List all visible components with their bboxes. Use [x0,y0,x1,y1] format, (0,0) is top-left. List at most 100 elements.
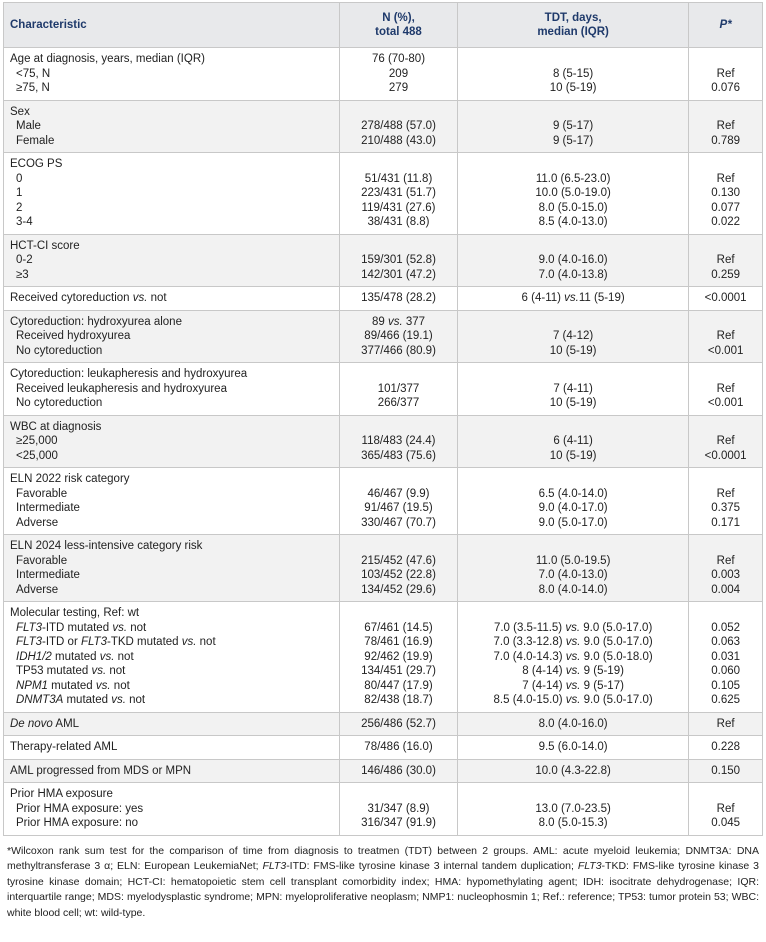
table-cell: Molecular testing, Ref: wt [2,601,341,621]
table-cell: 7.0 (3.3-12.8) vs. 9.0 (5.0-17.0) [456,635,690,650]
table-cell: 51/431 (11.8) [339,171,458,186]
table-cell: 330/467 (70.7) [339,515,458,535]
table-cell: <25,000 [2,448,341,468]
table-cell: 8 (5-15) [456,66,690,81]
table-cell: 9.5 (6.0-14.0) [456,735,690,759]
italic-text: FLT3 [80,636,107,648]
table-cell: 9.0 (4.0-16.0) [456,253,690,268]
text-part: not [196,636,216,648]
table-cell: Received cytoreduction vs. not [2,286,341,310]
table-cell: 8.0 (5.0-15.3) [456,816,690,835]
table-row: Adverse 134/452 (29.6) 8.0 (4.0-14.0) 0.004 [2,582,763,602]
table-header: Characteristic N (%), total 488 TDT, days,… [2,2,763,48]
table-cell: 101/377 [339,381,458,396]
table-cell: 67/461 (14.5) [339,620,458,635]
table-cell: Sex [2,100,341,119]
table-cell: 0.022 [688,215,763,234]
table-cell: 92/462 (19.9) [339,649,458,664]
table-cell [456,100,690,119]
italic-text: vs. [565,679,581,692]
table-cell: <0.0001 [688,448,763,468]
table-cell: 0.375 [688,501,763,516]
text-part: 6 (4-11) [521,292,565,304]
table-row: ECOG PS [2,152,763,172]
table-row: Molecular testing, Ref: wt [2,601,763,621]
table-cell: 0.171 [688,515,763,535]
table-cell: Ref [688,381,763,396]
table-cell: Favorable [2,553,341,568]
table-cell: De novo AML [2,712,341,736]
table-cell: Received leukapheresis and hydroxyurea [2,381,341,396]
table-cell: 210/488 (43.0) [339,133,458,153]
italic-text: vs. [387,315,403,328]
text-part: mutated [47,679,96,692]
italic-text: P* [719,18,732,31]
table-cell: Ref [688,66,763,81]
table-cell: 78/461 (16.9) [339,635,458,650]
table-cell: 0 [2,171,341,186]
italic-text: DNMT3A [16,694,64,706]
column-header: Characteristic [2,2,341,48]
table-cell: 215/452 (47.6) [339,553,458,568]
table-cell: Cytoreduction: hydroxyurea alone [2,310,341,329]
table-cell: Received hydroxyurea [2,329,341,344]
table-row: Adverse 330/467 (70.7) 9.0 (5.0-17.0) 0.171 [2,515,763,535]
table-row: 2 119/431 (27.6) 8.0 (5.0-15.0) 0.077 [2,200,763,215]
table-cell [688,310,763,329]
table-row: <75, N 209 8 (5-15) Ref [2,66,763,81]
column-header: N (%), total 488 [339,2,458,48]
table-cell: 279 [339,81,458,100]
table-cell: 9 (5-17) [456,119,690,134]
table-cell: 38/431 (8.8) [339,215,458,234]
table-cell [688,362,763,382]
table-cell [339,234,458,253]
table-cell: TP53 mutated vs. not [2,664,341,679]
table-cell: 10 (5-19) [456,81,690,100]
table-cell: 0.105 [688,678,763,693]
table-cell: 223/431 (51.7) [339,186,458,201]
table-cell: Prior HMA exposure: no [2,816,341,835]
table-cell [688,100,763,119]
italic-text: vs. [565,694,581,706]
table-cell: Ref [688,119,763,134]
table-cell: 0.150 [688,759,763,783]
table-row: ≥25,000 118/483 (24.4) 6 (4-11) Ref [2,434,763,449]
table-row: TP53 mutated vs. not 134/451 (29.7) 8 (4-1… [2,664,763,679]
table-row: Therapy-related AML 78/486 (16.0) 9.5 (6.0… [2,735,763,759]
table-row: Intermediate 103/452 (22.8) 7.0 (4.0-13.0)… [2,568,763,583]
italic-text: FLT3 [262,860,287,872]
table-cell: 119/431 (27.6) [339,200,458,215]
row-group: Sex Male 278/488 (57.0) 9 (5-17) Ref Female 21… [2,100,763,153]
text-part: not [125,694,146,706]
table-cell: 278/488 (57.0) [339,119,458,134]
table-cell: 0.077 [688,200,763,215]
table-row: Cytoreduction: leukapheresis and hydroxy… [2,362,763,382]
text-part: 7.0 (4.0-14.3) [493,650,566,663]
table-cell [456,415,690,434]
table-cell: Favorable [2,486,341,501]
table-cell: 11.0 (5.0-19.5) [456,553,690,568]
text-part: -ITD mutated [42,621,113,634]
text-part: 9 (5-19) [580,665,624,677]
table-cell [456,234,690,253]
table-cell: 10.0 (4.3-22.8) [456,759,690,783]
table-cell: 365/483 (75.6) [339,448,458,468]
table-cell: 6.5 (4.0-14.0) [456,486,690,501]
content: Characteristic N (%), total 488 TDT, days,… [2,2,763,919]
italic-text: vs. [565,621,581,634]
text-part: 8 (4-14) [522,665,566,677]
table-cell: WBC at diagnosis [2,415,341,434]
table-cell: 0.004 [688,582,763,602]
text-part: not [114,650,134,663]
text-part: AML [52,717,80,730]
text-part: 7 (4-14) [522,679,566,692]
table-cell: 7.0 (3.5-11.5) vs. 9.0 (5.0-17.0) [456,620,690,635]
table-cell: 8.5 (4.0-15.0) vs. 9.0 (5.0-17.0) [456,693,690,712]
table-cell: 7 (4-11) [456,381,690,396]
table-cell: Ref [688,171,763,186]
table-cell: 0.789 [688,133,763,153]
row-group: ECOG PS 0 51/431 (11.8) 11.0 (6.5-23.0) Ref 1… [2,152,763,234]
table-cell: DNMT3A mutated vs. not [2,693,341,712]
table-row: Prior HMA exposure: yes 31/347 (8.9) 13.0 … [2,801,763,816]
table-cell [688,234,763,253]
